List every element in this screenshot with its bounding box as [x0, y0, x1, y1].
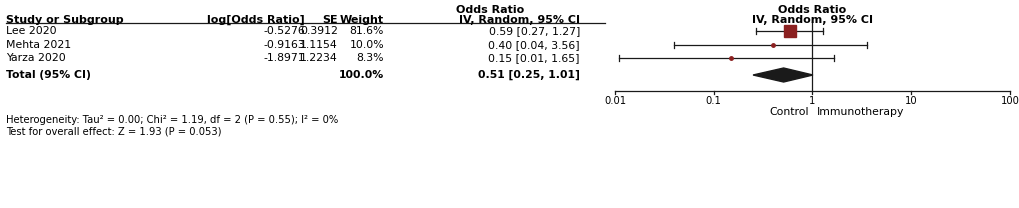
Bar: [784, 25, 795, 37]
Text: 0.3912: 0.3912: [300, 26, 337, 36]
Text: 81.6%: 81.6%: [350, 26, 383, 36]
Text: Yarza 2020: Yarza 2020: [6, 53, 65, 63]
Text: 10.0%: 10.0%: [350, 40, 383, 50]
Text: 8.3%: 8.3%: [357, 53, 383, 63]
Text: 100.0%: 100.0%: [338, 70, 383, 80]
Text: IV, Random, 95% CI: IV, Random, 95% CI: [751, 15, 872, 25]
Text: -1.8971: -1.8971: [263, 53, 305, 63]
Text: -0.5276: -0.5276: [263, 26, 305, 36]
Text: Test for overall effect: Z = 1.93 (P = 0.053): Test for overall effect: Z = 1.93 (P = 0…: [6, 126, 221, 136]
Text: Lee 2020: Lee 2020: [6, 26, 57, 36]
Text: 100: 100: [1000, 96, 1018, 106]
Text: Weight: Weight: [339, 15, 383, 25]
Text: 1: 1: [808, 96, 815, 106]
Text: Heterogeneity: Tau² = 0.00; Chi² = 1.19, df = 2 (P = 0.55); I² = 0%: Heterogeneity: Tau² = 0.00; Chi² = 1.19,…: [6, 115, 338, 125]
Text: 0.15 [0.01, 1.65]: 0.15 [0.01, 1.65]: [488, 53, 580, 63]
Text: Study or Subgroup: Study or Subgroup: [6, 15, 123, 25]
Text: 0.1: 0.1: [705, 96, 721, 106]
Text: 1.1154: 1.1154: [300, 40, 337, 50]
Text: 10: 10: [904, 96, 917, 106]
Text: Control: Control: [768, 107, 808, 117]
Text: Odds Ratio: Odds Ratio: [455, 5, 524, 15]
Text: SE: SE: [322, 15, 337, 25]
Text: IV, Random, 95% CI: IV, Random, 95% CI: [459, 15, 580, 25]
Text: Immunotherapy: Immunotherapy: [815, 107, 903, 117]
Text: 0.40 [0.04, 3.56]: 0.40 [0.04, 3.56]: [488, 40, 580, 50]
Text: Mehta 2021: Mehta 2021: [6, 40, 71, 50]
Text: Odds Ratio: Odds Ratio: [777, 5, 846, 15]
Text: -0.9163: -0.9163: [263, 40, 305, 50]
Text: 0.51 [0.25, 1.01]: 0.51 [0.25, 1.01]: [478, 70, 580, 80]
Polygon shape: [752, 68, 812, 82]
Text: Total (95% CI): Total (95% CI): [6, 70, 91, 80]
Text: 1.2234: 1.2234: [300, 53, 337, 63]
Text: log[Odds Ratio]: log[Odds Ratio]: [207, 15, 305, 25]
Text: 0.01: 0.01: [603, 96, 626, 106]
Text: 0.59 [0.27, 1.27]: 0.59 [0.27, 1.27]: [488, 26, 580, 36]
